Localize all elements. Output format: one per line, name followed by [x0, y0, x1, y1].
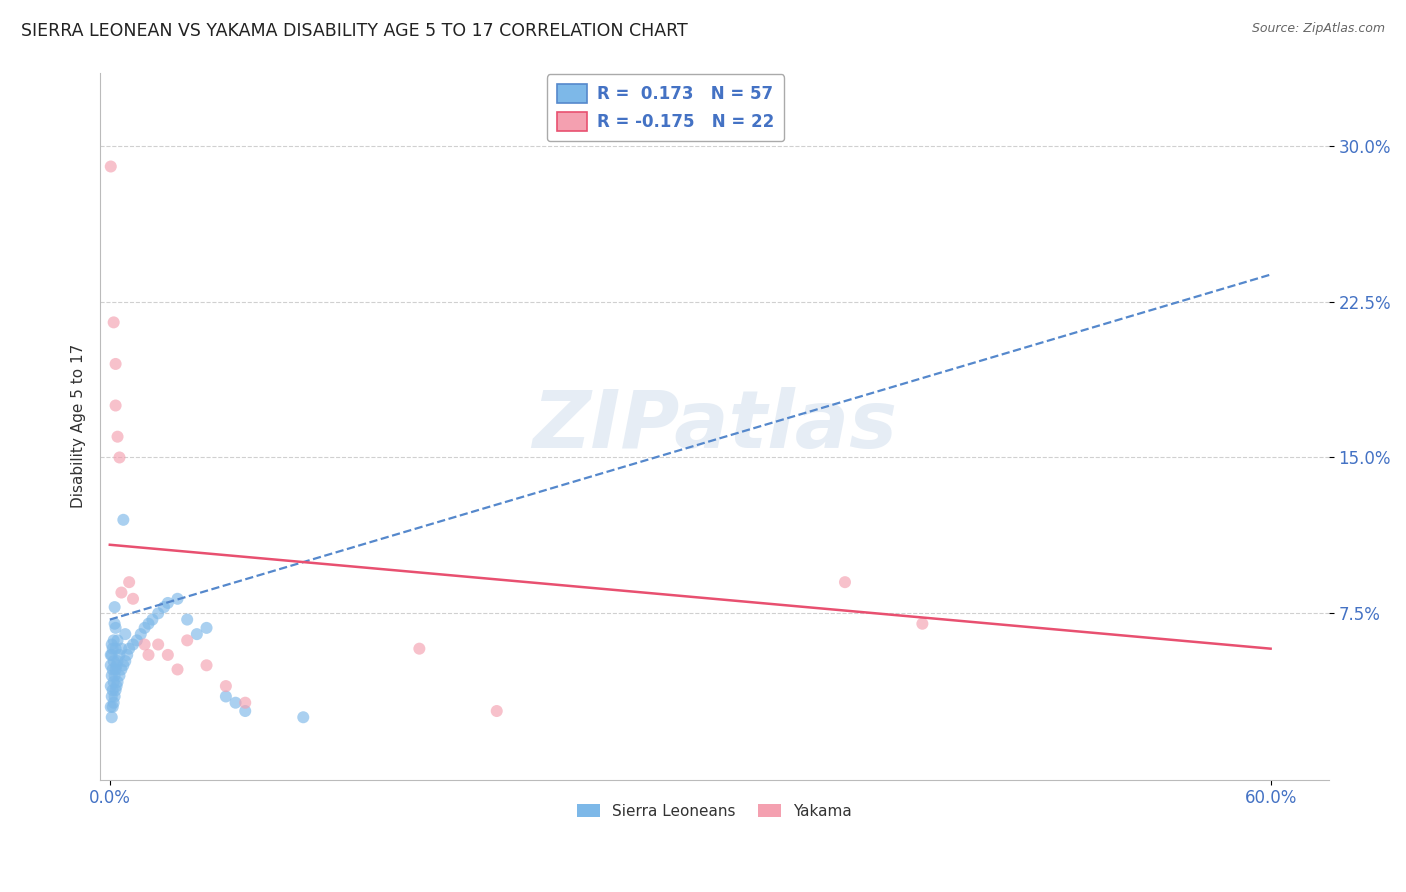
Point [110, 585, 132, 599]
Point [104, 399, 127, 413]
Point [105, 679, 128, 693]
Point [134, 621, 156, 635]
Point [104, 669, 127, 683]
Point [101, 683, 124, 698]
Point [100, 638, 122, 652]
Point [233, 704, 256, 718]
Point [166, 663, 188, 677]
Point [104, 600, 127, 615]
Point [195, 621, 218, 635]
Point [138, 648, 160, 662]
Point [166, 591, 188, 606]
Point [408, 641, 430, 656]
Point [100, 710, 122, 724]
Point [110, 663, 132, 677]
Point [103, 696, 125, 710]
Point [107, 430, 129, 444]
Point [292, 710, 315, 724]
Point [104, 683, 127, 698]
Text: ZIPatlas: ZIPatlas [531, 387, 897, 466]
Point [153, 600, 176, 615]
Point [104, 690, 127, 704]
Point [125, 633, 148, 648]
Point [104, 616, 127, 631]
Point [112, 658, 135, 673]
Point [101, 699, 124, 714]
Point [101, 663, 124, 677]
Point [104, 663, 127, 677]
Point [100, 658, 122, 673]
Point [156, 648, 179, 662]
Point [115, 648, 138, 662]
Point [146, 607, 169, 621]
Point [100, 679, 122, 693]
Y-axis label: Disability Age 5 to 17: Disability Age 5 to 17 [72, 344, 86, 508]
Point [100, 648, 122, 662]
Point [176, 613, 198, 627]
Point [108, 450, 131, 465]
Point [112, 513, 135, 527]
Text: SIERRA LEONEAN VS YAKAMA DISABILITY AGE 5 TO 17 CORRELATION CHART: SIERRA LEONEAN VS YAKAMA DISABILITY AGE … [21, 22, 688, 40]
Point [114, 654, 136, 668]
Point [104, 641, 127, 656]
Text: Source: ZipAtlas.com: Source: ZipAtlas.com [1251, 22, 1385, 36]
Point [103, 315, 125, 329]
Point [101, 641, 124, 656]
Point [233, 696, 256, 710]
Point [100, 669, 122, 683]
Point [108, 648, 131, 662]
Point [186, 627, 208, 641]
Point [100, 648, 122, 662]
Point [114, 627, 136, 641]
Point [129, 627, 152, 641]
Point [225, 696, 247, 710]
Point [176, 633, 198, 648]
Point [134, 638, 156, 652]
Point [105, 658, 128, 673]
Point [107, 654, 129, 668]
Point [215, 690, 238, 704]
Point [215, 679, 238, 693]
Point [911, 616, 934, 631]
Point [100, 699, 122, 714]
Point [118, 641, 141, 656]
Point [103, 654, 125, 668]
Point [107, 633, 129, 648]
Point [138, 616, 160, 631]
Point [122, 591, 145, 606]
Point [146, 638, 169, 652]
Point [103, 633, 125, 648]
Point [108, 669, 131, 683]
Point [100, 160, 122, 174]
Point [485, 704, 508, 718]
Point [156, 596, 179, 610]
Point [118, 575, 141, 590]
Point [110, 641, 132, 656]
Point [141, 613, 163, 627]
Point [107, 674, 129, 689]
Point [103, 674, 125, 689]
Legend: Sierra Leoneans, Yakama: Sierra Leoneans, Yakama [571, 797, 858, 825]
Point [104, 357, 127, 371]
Point [100, 690, 122, 704]
Point [195, 658, 218, 673]
Point [122, 638, 145, 652]
Point [104, 621, 127, 635]
Point [834, 575, 856, 590]
